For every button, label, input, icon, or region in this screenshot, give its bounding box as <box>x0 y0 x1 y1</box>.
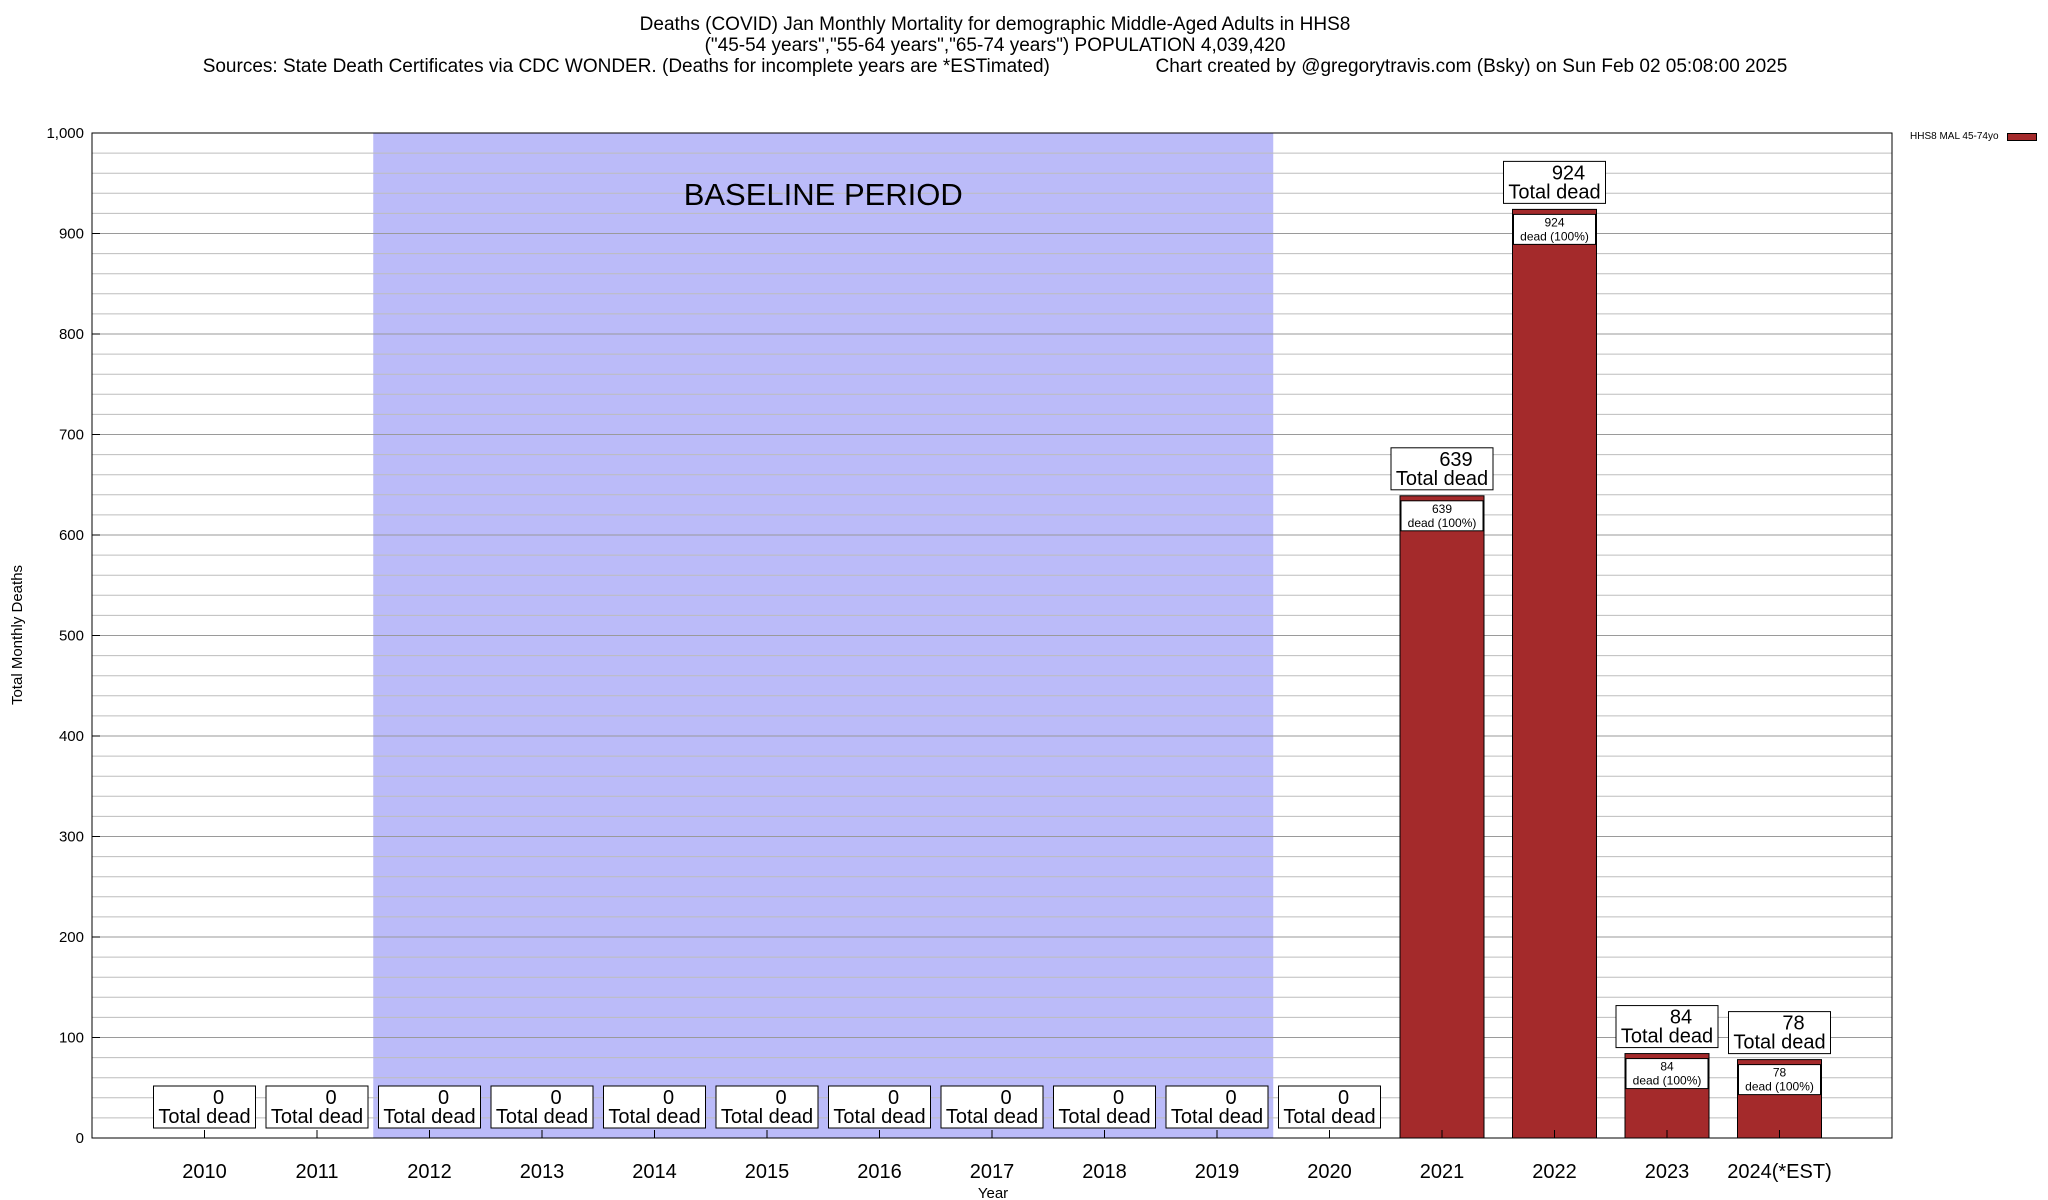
sources-text: Sources: State Death Certificates via CD… <box>202 56 1050 77</box>
total-dead-label: Total dead <box>946 1106 1038 1128</box>
total-dead-label: Total dead <box>158 1106 250 1128</box>
inner-label-box <box>1738 1064 1821 1096</box>
total-value-label: 639 <box>1439 449 1472 471</box>
total-value-label: 0 <box>550 1087 561 1109</box>
x-tick-label: 2019 <box>1195 1161 1240 1183</box>
total-value-label: 0 <box>1000 1087 1011 1109</box>
legend: HHS8 MAL 45-74yo <box>1910 131 2037 142</box>
y-tick-label: 1,000 <box>46 125 84 142</box>
total-label-box <box>1390 447 1494 491</box>
y-tick-label: 600 <box>59 527 84 544</box>
total-value-label: 78 <box>1782 1013 1804 1035</box>
x-tick-label: 2011 <box>295 1161 338 1183</box>
legend-label: HHS8 MAL 45-74yo <box>1910 131 1999 142</box>
title-line-1: Deaths (COVID) Jan Monthly Mortality for… <box>639 14 1351 35</box>
x-tick-label: 2015 <box>745 1161 790 1183</box>
total-dead-label: Total dead <box>1508 181 1600 203</box>
total-label-box <box>490 1085 594 1129</box>
plot-frame <box>91 132 1893 1139</box>
title-line-2: ("45-54 years","55-64 years","65-74 year… <box>704 35 1286 56</box>
inner-percent-label: dead (100%) <box>1520 229 1589 243</box>
x-tick-label: 2018 <box>1082 1161 1127 1183</box>
baseline-label: BASELINE PERIOD <box>684 177 963 212</box>
y-tick-label: 500 <box>59 628 84 645</box>
total-dead-label: Total dead <box>271 1106 363 1128</box>
total-label-box <box>1165 1085 1269 1129</box>
total-label-box <box>603 1085 706 1129</box>
x-tick-label: 2022 <box>1532 1161 1577 1183</box>
total-label-box <box>265 1085 369 1129</box>
total-dead-label: Total dead <box>1058 1106 1150 1128</box>
inner-value-label: 84 <box>1660 1060 1674 1074</box>
y-tick-label: 200 <box>59 929 84 946</box>
total-value-label: 0 <box>1225 1087 1236 1109</box>
total-label-box <box>153 1085 256 1129</box>
y-tick-label: 700 <box>59 427 84 444</box>
x-tick-label: 2017 <box>970 1161 1015 1183</box>
total-dead-label: Total dead <box>1733 1032 1825 1054</box>
x-axis-title: Year <box>978 1185 1008 1200</box>
chart-title: Deaths (COVID) Jan Monthly Mortality for… <box>0 14 1990 77</box>
inner-value-label: 639 <box>1432 502 1452 516</box>
inner-value-label: 924 <box>1544 215 1564 229</box>
total-value-label: 0 <box>775 1087 786 1109</box>
y-tick-label: 300 <box>59 829 84 846</box>
bar-2022 <box>1512 208 1597 1139</box>
credit-text: Chart created by @gregorytravis.com (Bsk… <box>1155 56 1788 77</box>
total-label-box <box>1503 160 1606 204</box>
inner-label-box <box>1625 1058 1709 1090</box>
inner-label-box <box>1400 500 1484 532</box>
x-tick-label: 2012 <box>407 1161 452 1183</box>
total-label-box <box>715 1085 819 1129</box>
total-label-box <box>1053 1085 1156 1129</box>
x-tick-label: 2021 <box>1420 1161 1465 1183</box>
x-tick-label: 2023 <box>1645 1161 1690 1183</box>
total-dead-label: Total dead <box>383 1106 475 1128</box>
inner-label-box <box>1513 213 1596 245</box>
total-value-label: 924 <box>1552 162 1585 184</box>
total-value-label: 0 <box>663 1087 674 1109</box>
total-value-label: 0 <box>325 1087 336 1109</box>
total-label-box <box>1615 1005 1719 1049</box>
total-dead-label: Total dead <box>721 1106 813 1128</box>
total-value-label: 0 <box>1113 1087 1124 1109</box>
x-tick-label: 2014 <box>632 1161 677 1183</box>
total-value-label: 0 <box>888 1087 899 1109</box>
x-tick-label: 2016 <box>857 1161 902 1183</box>
bar-2021 <box>1399 495 1485 1139</box>
inner-percent-label: dead (100%) <box>1745 1080 1814 1094</box>
x-tick-label: 2020 <box>1307 1161 1352 1183</box>
y-axis-title: Total Monthly Deaths <box>9 565 26 705</box>
total-dead-label: Total dead <box>833 1106 925 1128</box>
total-label-box <box>1278 1085 1381 1129</box>
total-label-box <box>1728 1011 1831 1055</box>
total-label-box <box>378 1085 481 1129</box>
total-value-label: 0 <box>438 1087 449 1109</box>
x-tick-label: 2024(*EST) <box>1727 1161 1832 1183</box>
y-tick-label: 400 <box>59 728 84 745</box>
total-dead-label: Total dead <box>608 1106 700 1128</box>
total-value-label: 84 <box>1670 1007 1692 1029</box>
total-dead-label: Total dead <box>1171 1106 1263 1128</box>
total-label-box <box>940 1085 1044 1129</box>
title-line-3: Sources: State Death Certificates via CD… <box>0 56 1990 77</box>
y-tick-label: 100 <box>59 1030 84 1047</box>
x-tick-label: 2013 <box>520 1161 565 1183</box>
total-dead-label: Total dead <box>1396 468 1488 490</box>
y-tick-label: 800 <box>59 326 84 343</box>
total-dead-label: Total dead <box>1283 1106 1375 1128</box>
total-value-label: 0 <box>213 1087 224 1109</box>
total-dead-label: Total dead <box>496 1106 588 1128</box>
x-tick-label: 2010 <box>182 1161 227 1183</box>
total-label-box <box>828 1085 931 1129</box>
total-dead-label: Total dead <box>1621 1026 1713 1048</box>
inner-percent-label: dead (100%) <box>1633 1074 1702 1088</box>
y-tick-label: 900 <box>59 226 84 243</box>
legend-swatch <box>2006 132 2037 141</box>
y-tick-label: 0 <box>76 1130 84 1147</box>
total-value-label: 0 <box>1338 1087 1349 1109</box>
inner-percent-label: dead (100%) <box>1408 516 1477 530</box>
inner-value-label: 78 <box>1773 1066 1787 1080</box>
